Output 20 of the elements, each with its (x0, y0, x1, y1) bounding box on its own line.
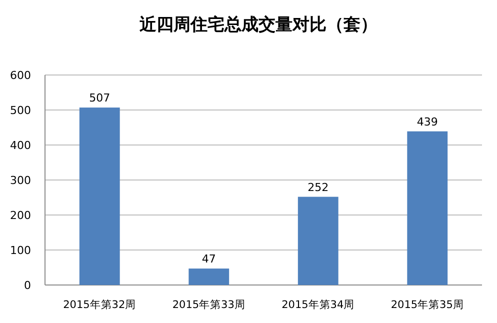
data-label: 252 (308, 180, 329, 194)
x-tick-label: 2015年第33周 (172, 299, 246, 311)
bar (188, 268, 230, 285)
y-tick-label: 400 (10, 139, 31, 152)
data-label: 47 (202, 252, 216, 266)
y-tick-label: 0 (24, 279, 31, 292)
data-label: 439 (416, 115, 438, 128)
y-tick-label: 200 (10, 209, 31, 222)
x-tick-label: 2015年第35周 (390, 299, 464, 311)
bar (407, 131, 448, 285)
bar (79, 108, 120, 285)
x-tick-label: 2015年第32周 (63, 299, 136, 311)
chart-title: 近四周住宅总成交量对比（套） (138, 15, 378, 35)
y-tick-label: 100 (10, 244, 31, 257)
data-label: 507 (89, 92, 110, 105)
y-tick-label: 600 (10, 69, 31, 82)
y-tick-label: 300 (10, 174, 31, 187)
x-tick-label: 2015年第34周 (282, 299, 355, 311)
y-tick-label: 500 (10, 104, 31, 117)
bar (298, 196, 338, 285)
